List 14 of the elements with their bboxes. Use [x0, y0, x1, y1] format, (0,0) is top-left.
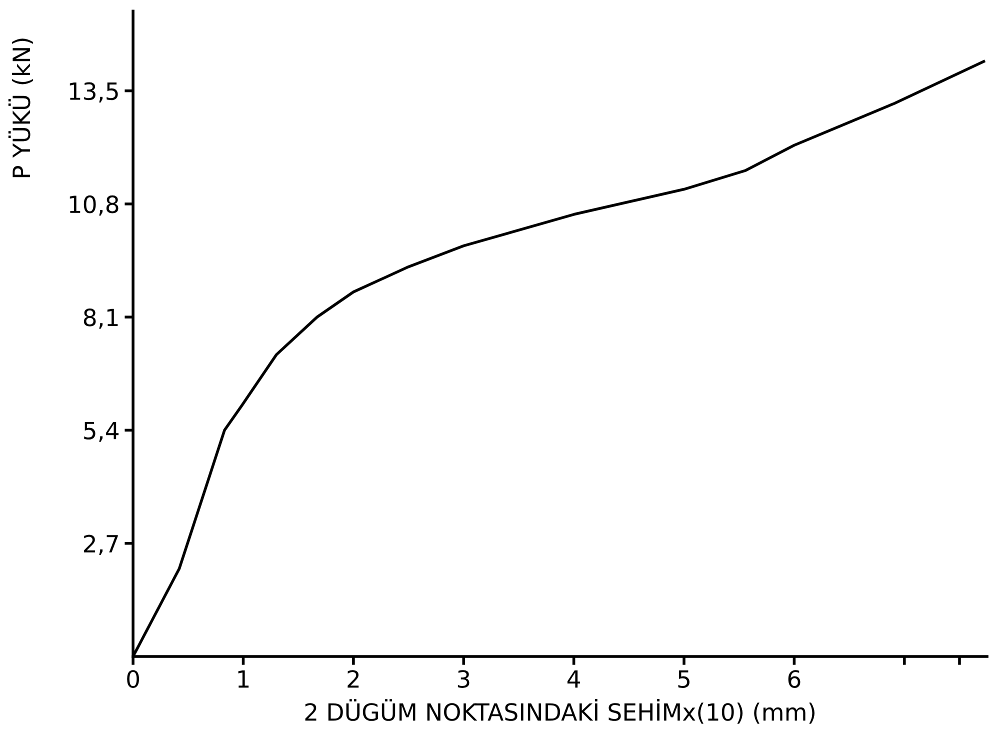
y-tick-label: 10,8 [70, 195, 118, 216]
x-axis-title: 2 DÜGÜM NOKTASINDAKİ SEHİMx(10) (mm) [305, 699, 814, 724]
x-tick-label: 0 [127, 670, 140, 688]
x-tick-label: 4 [567, 670, 580, 688]
y-tick-label: 2,7 [84, 534, 118, 556]
y-tick-label: 8,1 [84, 308, 118, 329]
y-tick-label: 5,4 [84, 422, 119, 442]
y-tick-label: 13,5 [70, 82, 118, 103]
x-tick-label: 3 [458, 670, 470, 688]
y-axis-title: P YÜKÜ (kN) [8, 38, 34, 178]
x-tick-label: 5 [678, 670, 690, 688]
x-tick-label: 6 [788, 670, 800, 688]
x-tick-label: 1 [238, 670, 249, 688]
x-tick-label: 2 [348, 670, 359, 688]
